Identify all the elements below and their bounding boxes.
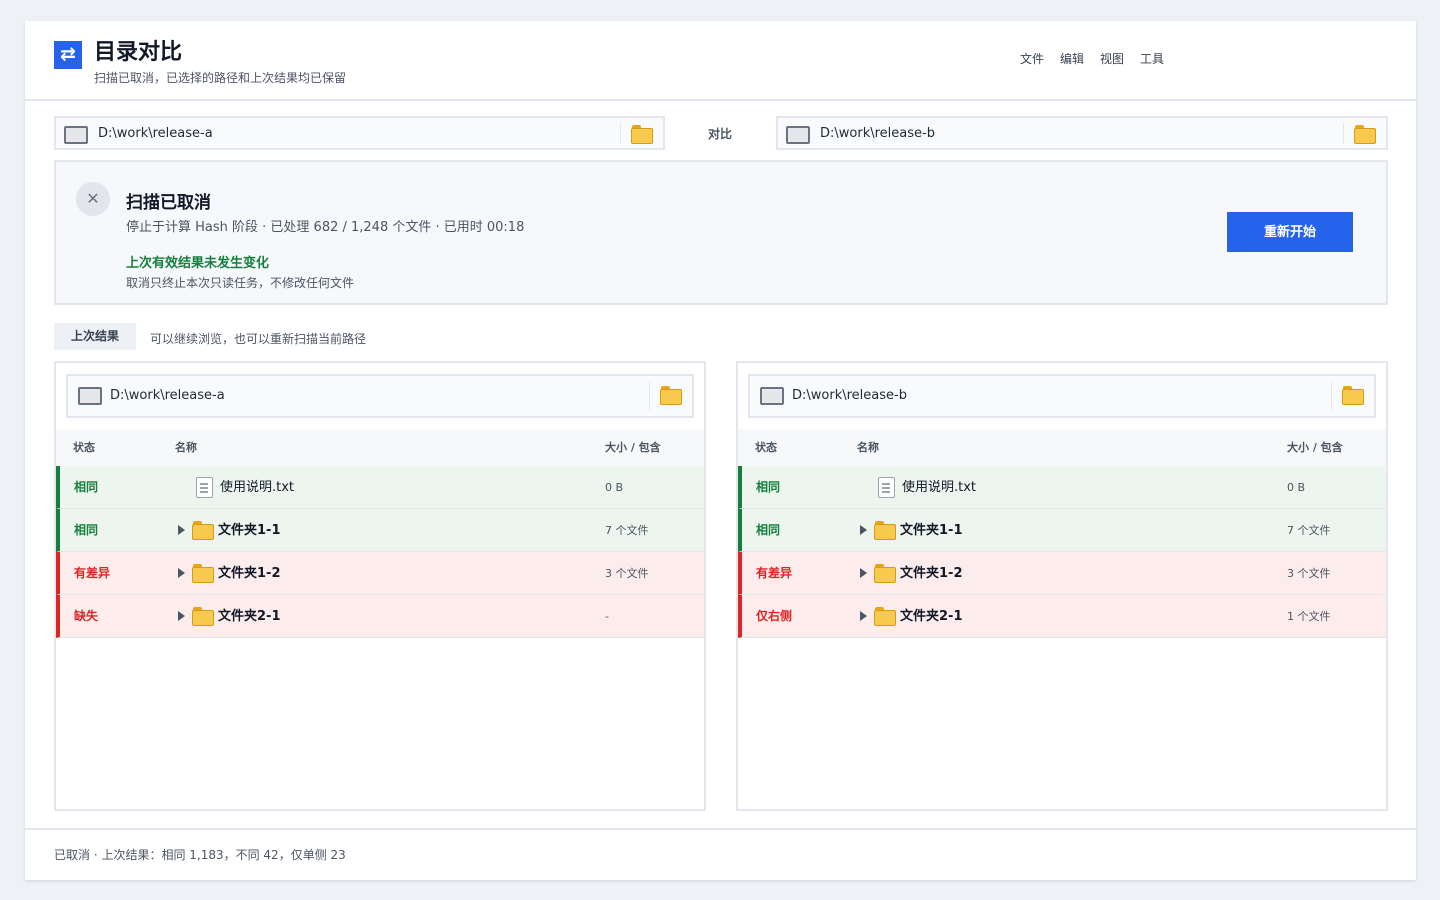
row-status: 相同 (74, 480, 99, 494)
row-size: 1 个文件 (1287, 610, 1331, 623)
row-size: 0 B (1287, 481, 1306, 494)
scan-cancelled-panel: ✕ 扫描已取消 停止于计算 Hash 阶段 · 已处理 682 / 1,248 … (54, 160, 1388, 305)
file-name: 使用说明.txt (902, 480, 977, 495)
column-status[interactable]: 状态 (755, 441, 777, 454)
folder-name: 文件夹2-1 (900, 609, 963, 624)
unchanged-note-title: 上次有效结果未发生变化 (126, 256, 270, 271)
folder-name: 文件夹1-2 (900, 566, 963, 581)
left-path-field[interactable]: D:\work\release-a (54, 116, 665, 150)
table-row[interactable]: 相同 文件夹1-1 7 个文件 (56, 509, 704, 552)
folder-name: 文件夹1-1 (218, 523, 281, 538)
browse-folder-icon[interactable] (631, 125, 653, 144)
browse-folder-icon[interactable] (660, 386, 682, 405)
column-size[interactable]: 大小 / 包含 (1287, 441, 1343, 454)
drive-icon (78, 387, 102, 405)
left-pane-path-text: D:\work\release-a (110, 388, 225, 403)
column-size[interactable]: 大小 / 包含 (605, 441, 661, 454)
expand-caret-icon[interactable] (860, 611, 867, 621)
page-title: 目录对比 (94, 40, 183, 65)
table-row[interactable]: 有差异 文件夹1-2 3 个文件 (56, 552, 704, 595)
expand-caret-icon[interactable] (178, 525, 185, 535)
right-pane-path-text: D:\work\release-b (792, 388, 907, 403)
row-size: 0 B (605, 481, 624, 494)
row-status: 相同 (74, 523, 99, 537)
row-status: 有差异 (756, 566, 793, 580)
row-status: 有差异 (74, 566, 111, 580)
compare-label: 对比 (708, 127, 733, 141)
folder-icon (874, 564, 896, 583)
folder-name: 文件夹2-1 (218, 609, 281, 624)
divider (1343, 124, 1344, 144)
header: ⇄ 目录对比 扫描已取消，已选择的路径和上次结果均已保留 文件 编辑 视图 工具 (25, 21, 1416, 101)
menu-view[interactable]: 视图 (1100, 52, 1125, 66)
column-status[interactable]: 状态 (73, 441, 95, 454)
page-subtitle: 扫描已取消，已选择的路径和上次结果均已保留 (94, 71, 347, 85)
row-size: 3 个文件 (1287, 567, 1331, 580)
expand-caret-icon[interactable] (860, 568, 867, 578)
app-window: ⇄ 目录对比 扫描已取消，已选择的路径和上次结果均已保留 文件 编辑 视图 工具… (25, 21, 1416, 880)
restart-button[interactable]: 重新开始 (1227, 212, 1353, 252)
menu-bar: 文件 编辑 视图 工具 (1020, 51, 1164, 67)
row-status: 缺失 (74, 609, 99, 623)
divider (1331, 382, 1332, 410)
file-name: 使用说明.txt (220, 480, 295, 495)
table-row[interactable]: 仅右侧 文件夹2-1 1 个文件 (738, 595, 1386, 638)
table-row[interactable]: 相同 文件夹1-1 7 个文件 (738, 509, 1386, 552)
browse-folder-icon[interactable] (1354, 125, 1376, 144)
folder-icon (874, 521, 896, 540)
last-results-hint: 可以继续浏览，也可以重新扫描当前路径 (150, 332, 367, 346)
divider (649, 382, 650, 410)
folder-icon (192, 521, 214, 540)
column-name[interactable]: 名称 (175, 441, 197, 454)
last-results-tag: 上次结果 (54, 323, 136, 350)
left-pane: D:\work\release-a 状态 名称 大小 / 包含 相同 使用说明.t… (54, 361, 706, 811)
browse-folder-icon[interactable] (1342, 386, 1364, 405)
row-size: - (605, 610, 609, 623)
table-row[interactable]: 相同 使用说明.txt 0 B (738, 466, 1386, 509)
row-status: 仅右侧 (756, 609, 793, 623)
drive-icon (760, 387, 784, 405)
table-row[interactable]: 缺失 文件夹2-1 - (56, 595, 704, 638)
table-header: 状态 名称 大小 / 包含 (56, 429, 704, 466)
right-pane: D:\work\release-b 状态 名称 大小 / 包含 相同 使用说明.t… (736, 361, 1388, 811)
text-file-icon (878, 477, 895, 498)
left-pane-path-field[interactable]: D:\work\release-a (66, 374, 694, 418)
right-path-text: D:\work\release-b (820, 126, 935, 141)
status-bar: 已取消 · 上次结果：相同 1,183，不同 42，仅单侧 23 (25, 828, 1416, 880)
text-file-icon (196, 477, 213, 498)
unchanged-note-text: 取消只终止本次只读任务，不修改任何文件 (126, 276, 355, 290)
expand-caret-icon[interactable] (178, 568, 185, 578)
left-path-text: D:\work\release-a (98, 126, 213, 141)
right-pane-path-field[interactable]: D:\work\release-b (748, 374, 1376, 418)
folder-name: 文件夹1-2 (218, 566, 281, 581)
table-row[interactable]: 相同 使用说明.txt 0 B (56, 466, 704, 509)
drive-icon (786, 126, 810, 144)
right-path-field[interactable]: D:\work\release-b (776, 116, 1388, 150)
row-size: 7 个文件 (605, 524, 649, 537)
menu-tools[interactable]: 工具 (1140, 52, 1165, 66)
folder-icon (192, 607, 214, 626)
expand-caret-icon[interactable] (178, 611, 185, 621)
row-status: 相同 (756, 523, 781, 537)
status-text: 已取消 · 上次结果：相同 1,183，不同 42，仅单侧 23 (54, 848, 346, 862)
folder-name: 文件夹1-1 (900, 523, 963, 538)
folder-icon (192, 564, 214, 583)
row-size: 3 个文件 (605, 567, 649, 580)
menu-edit[interactable]: 编辑 (1060, 52, 1085, 66)
expand-caret-icon[interactable] (860, 525, 867, 535)
close-icon: ✕ (76, 182, 110, 216)
row-size: 7 个文件 (1287, 524, 1331, 537)
table-header: 状态 名称 大小 / 包含 (738, 429, 1386, 466)
column-name[interactable]: 名称 (857, 441, 879, 454)
table-row[interactable]: 有差异 文件夹1-2 3 个文件 (738, 552, 1386, 595)
row-status: 相同 (756, 480, 781, 494)
drive-icon (64, 126, 88, 144)
swap-arrows-icon: ⇄ (54, 41, 82, 69)
folder-icon (874, 607, 896, 626)
menu-file[interactable]: 文件 (1020, 52, 1045, 66)
cancel-title: 扫描已取消 (126, 193, 211, 213)
cancel-detail: 停止于计算 Hash 阶段 · 已处理 682 / 1,248 个文件 · 已用… (126, 220, 525, 235)
divider (620, 124, 621, 144)
